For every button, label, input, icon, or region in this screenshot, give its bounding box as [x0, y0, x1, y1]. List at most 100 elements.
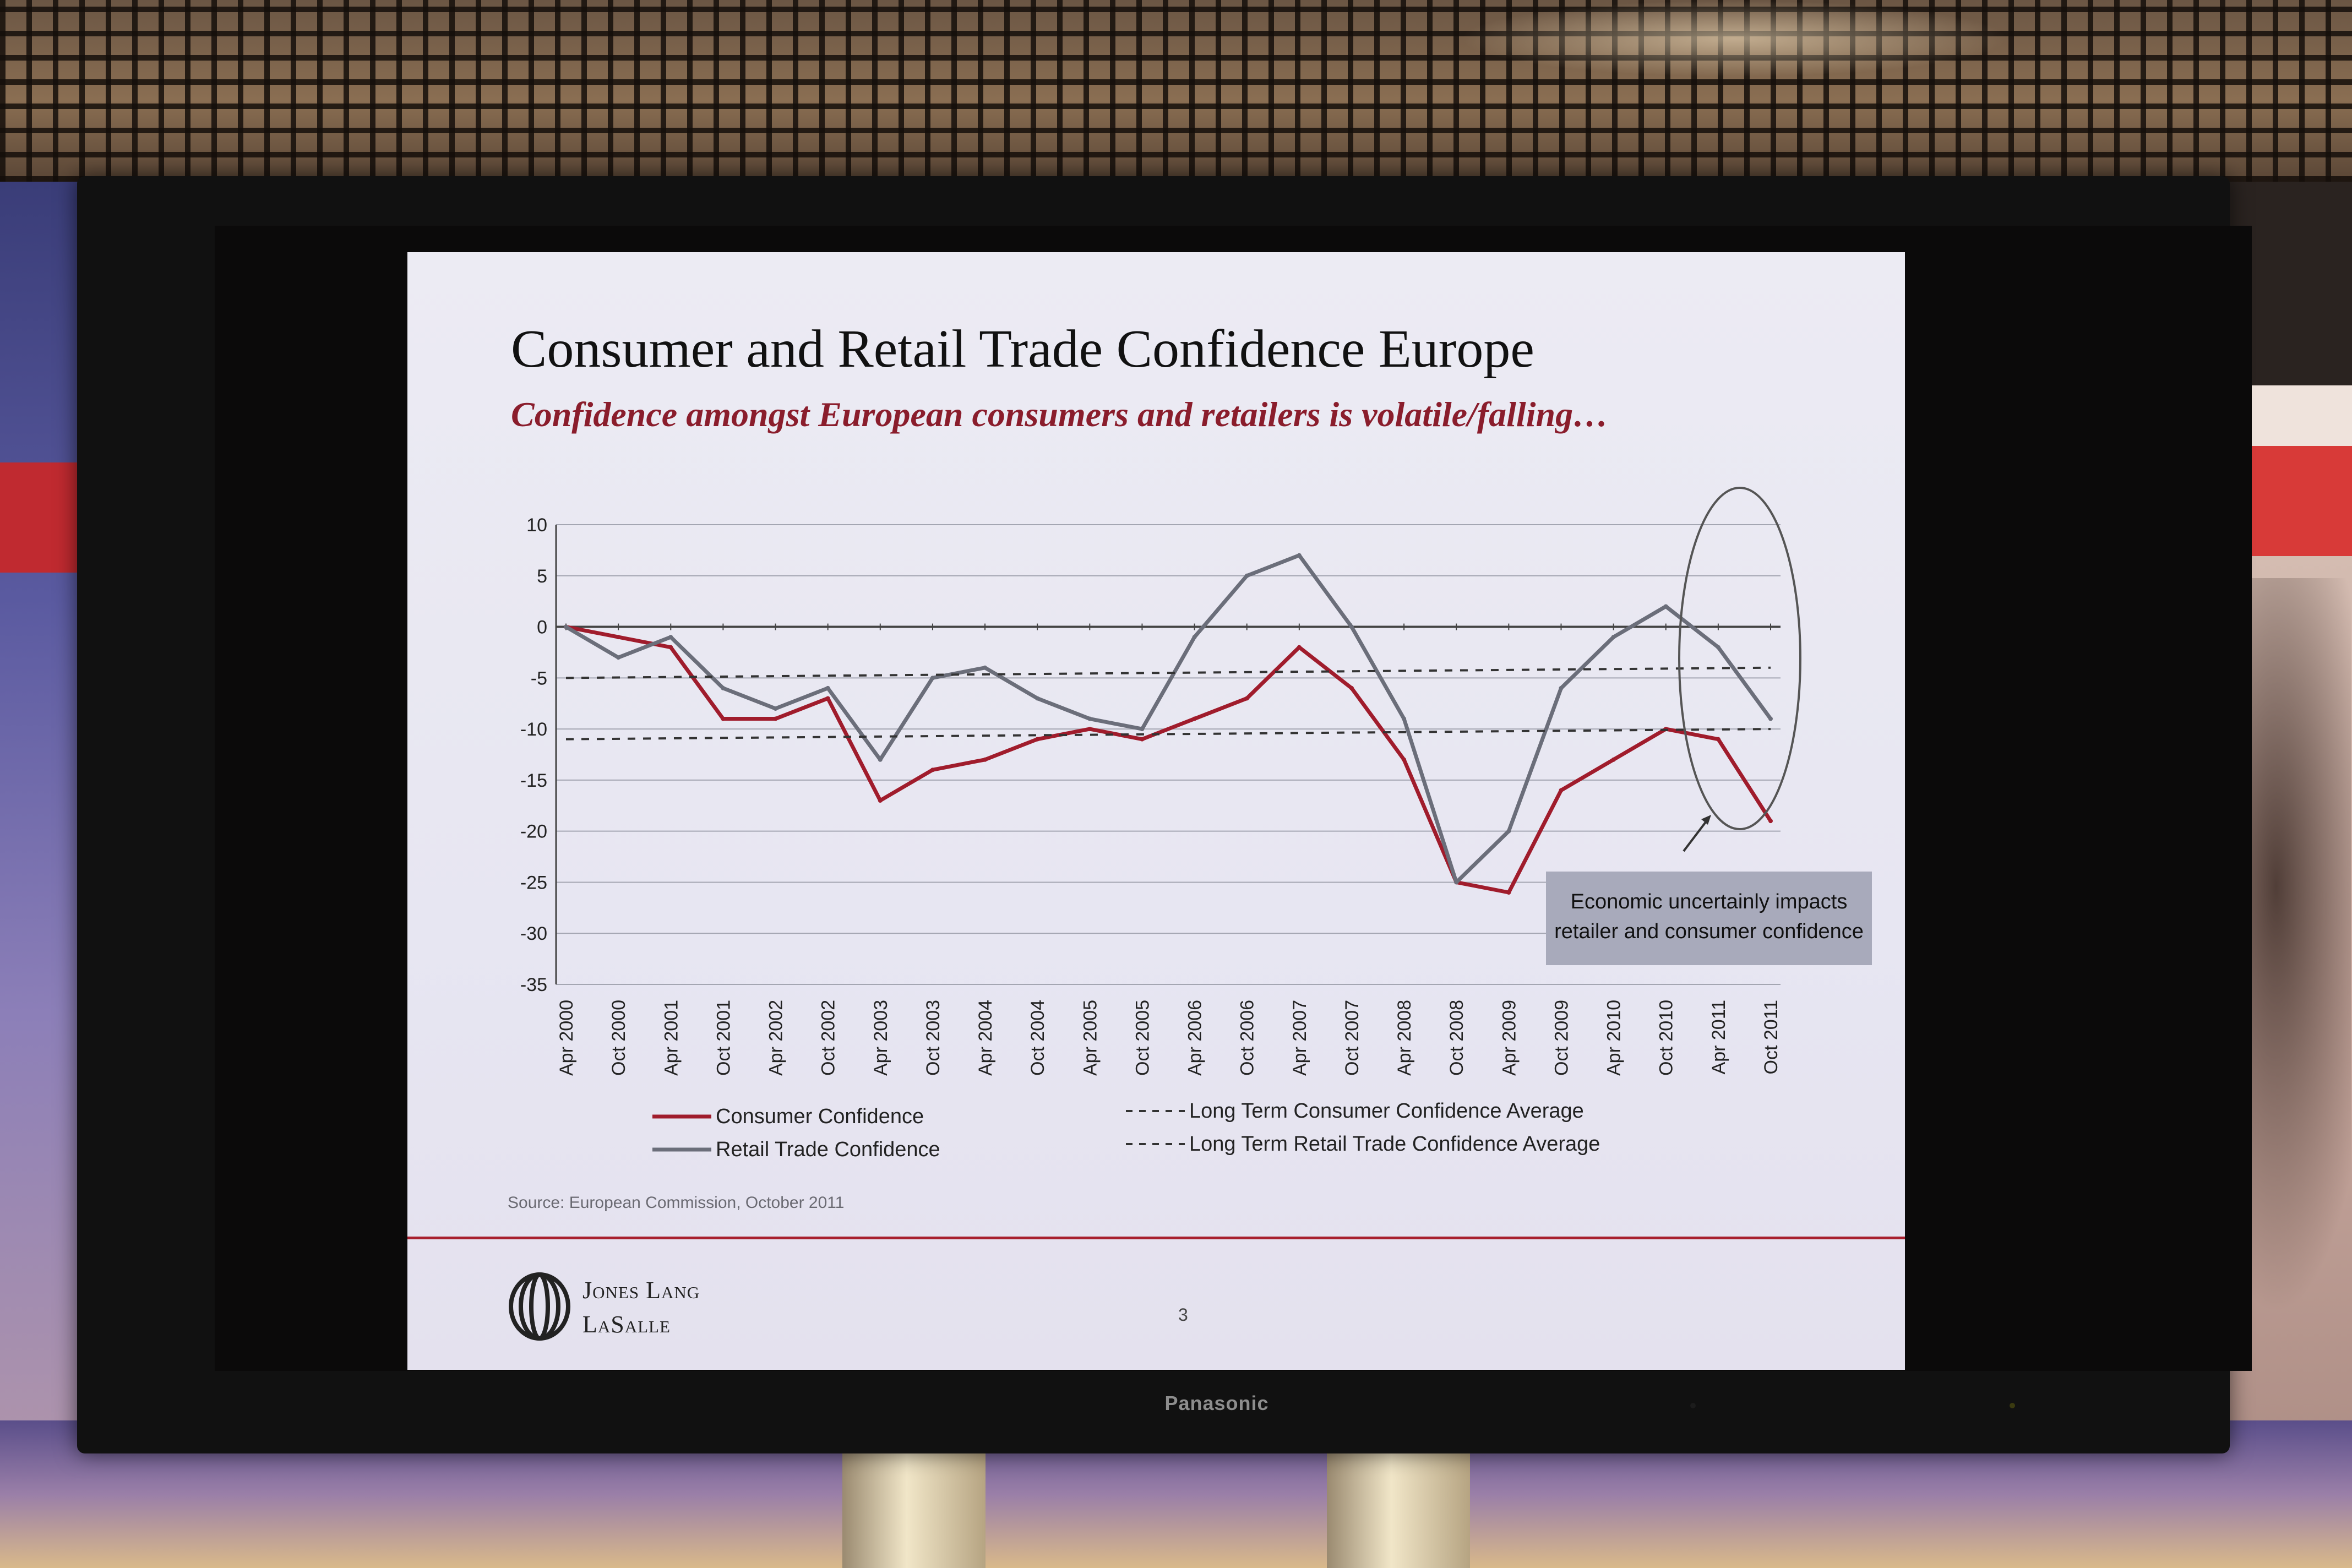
- legend-label: Retail Trade Confidence: [716, 1138, 940, 1161]
- data-point: [616, 655, 621, 660]
- data-point: [1402, 757, 1407, 762]
- y-tick-label: -5: [531, 668, 547, 689]
- legend-label: Long Term Consumer Confidence Average: [1189, 1099, 1584, 1123]
- x-tick-label: Oct 2001: [713, 1000, 734, 1076]
- data-point: [825, 685, 830, 690]
- data-point: [564, 624, 568, 629]
- series-line: [565, 666, 1771, 679]
- data-point: [1402, 716, 1407, 721]
- footer-rule: [407, 1237, 1905, 1239]
- y-tick-label: -25: [520, 872, 547, 893]
- data-point: [616, 635, 621, 640]
- data-point: [1244, 696, 1249, 701]
- x-tick-label: Apr 2003: [870, 1000, 891, 1076]
- x-tick-label: Apr 2005: [1080, 1000, 1101, 1076]
- x-tick-label: Apr 2004: [975, 1000, 996, 1076]
- data-point: [1559, 685, 1564, 690]
- data-point: [1349, 624, 1354, 629]
- data-point: [721, 716, 726, 721]
- x-tick-label: Oct 2002: [818, 1000, 839, 1076]
- chart-legend: Consumer Confidence Retail Trade Confiden…: [652, 1099, 1600, 1161]
- data-point: [1349, 685, 1354, 690]
- slide-title: Consumer and Retail Trade Confidence Eur…: [511, 319, 1534, 379]
- callout-line2: retailer and consumer confidence: [1554, 920, 1864, 943]
- data-point: [1140, 727, 1145, 732]
- data-point: [1244, 573, 1249, 578]
- x-tick-label: Oct 2006: [1237, 1000, 1258, 1076]
- x-tick-label: Oct 2008: [1446, 1000, 1467, 1076]
- x-tick-label: Oct 2004: [1027, 1000, 1048, 1076]
- y-tick-label: -10: [520, 719, 547, 740]
- data-point: [825, 696, 830, 701]
- x-tick-label: Apr 2006: [1185, 1000, 1206, 1076]
- x-tick-label: Oct 2007: [1342, 1000, 1363, 1076]
- x-tick-label: Oct 2009: [1551, 1000, 1572, 1076]
- data-point: [1611, 757, 1616, 762]
- data-point: [1716, 737, 1721, 742]
- data-point: [1297, 553, 1302, 558]
- y-tick-label: -30: [520, 923, 547, 944]
- y-tick-label: -35: [520, 974, 547, 995]
- x-tick-label: Oct 2005: [1132, 1000, 1153, 1076]
- data-point: [1297, 645, 1302, 650]
- data-point: [773, 716, 778, 721]
- data-point: [878, 798, 883, 803]
- x-tick-label: Apr 2011: [1708, 1000, 1729, 1074]
- x-tick-label: Oct 2011: [1761, 1000, 1782, 1074]
- data-point: [1454, 880, 1459, 885]
- data-point: [1716, 645, 1721, 650]
- company-name: Jones Lang LaSalle: [582, 1273, 700, 1342]
- y-tick-label: 10: [526, 515, 547, 536]
- data-point: [1663, 604, 1668, 609]
- y-tick-label: -20: [520, 821, 547, 842]
- data-point: [1035, 737, 1040, 742]
- y-tick-label: -15: [520, 770, 547, 791]
- data-point: [721, 685, 726, 690]
- series-line: [565, 728, 1771, 741]
- chart-axes: 10 5 0 -5 -10 -15 -20 -25 -30 -35 Apr 2000 Oct 2000…: [520, 515, 1782, 1076]
- presentation-slide: Consumer and Retail Trade Confidence Eur…: [407, 252, 1905, 1370]
- data-point: [930, 767, 935, 772]
- company-name-line2: LaSalle: [582, 1311, 671, 1338]
- callout-arrow: [1683, 818, 1709, 852]
- x-tick-label: Oct 2000: [608, 1000, 629, 1076]
- x-tick-label: Apr 2002: [766, 1000, 787, 1076]
- data-point: [1506, 890, 1511, 895]
- monitor-brand: Panasonic: [1164, 1392, 1269, 1414]
- company-name-line1: Jones Lang: [582, 1277, 700, 1304]
- series-line: [565, 553, 1772, 884]
- data-point: [983, 665, 988, 670]
- data-point: [983, 757, 988, 762]
- x-tick-label: Oct 2003: [923, 1000, 944, 1076]
- legend-label: Consumer Confidence: [716, 1105, 924, 1128]
- data-point: [1087, 727, 1092, 732]
- data-point: [1559, 788, 1564, 793]
- y-tick-label: 5: [537, 566, 547, 587]
- x-tick-label: Apr 2010: [1604, 1000, 1625, 1076]
- x-tick-label: Oct 2010: [1656, 1000, 1677, 1076]
- page-number: 3: [1178, 1305, 1188, 1325]
- x-tick-label: Apr 2001: [661, 1000, 682, 1076]
- data-point: [668, 635, 673, 640]
- x-tick-label: Apr 2008: [1394, 1000, 1415, 1076]
- data-point: [1192, 635, 1197, 640]
- data-point: [1768, 716, 1773, 721]
- monitor-stand-right: [1327, 1431, 1470, 1568]
- slide-subtitle: Confidence amongst European consumers an…: [511, 395, 1609, 434]
- data-point: [930, 676, 935, 680]
- data-point: [1611, 635, 1616, 640]
- series-line: [565, 625, 1772, 895]
- x-tick-label: Apr 2009: [1499, 1000, 1520, 1076]
- callout-line1: Economic uncertainly impacts: [1570, 890, 1848, 913]
- callout-box: Economic uncertainly impacts retailer an…: [1546, 872, 1872, 965]
- data-point: [668, 645, 673, 650]
- chart-series: [564, 553, 1773, 895]
- x-tick-label: Apr 2000: [556, 1000, 577, 1076]
- source-note: Source: European Commission, October 201…: [508, 1194, 845, 1212]
- ceiling-light: [1459, 0, 2010, 77]
- data-point: [1087, 716, 1092, 721]
- data-point: [1506, 829, 1511, 834]
- status-led: [2010, 1403, 2015, 1408]
- data-point: [1192, 716, 1197, 721]
- power-led: [1690, 1403, 1696, 1408]
